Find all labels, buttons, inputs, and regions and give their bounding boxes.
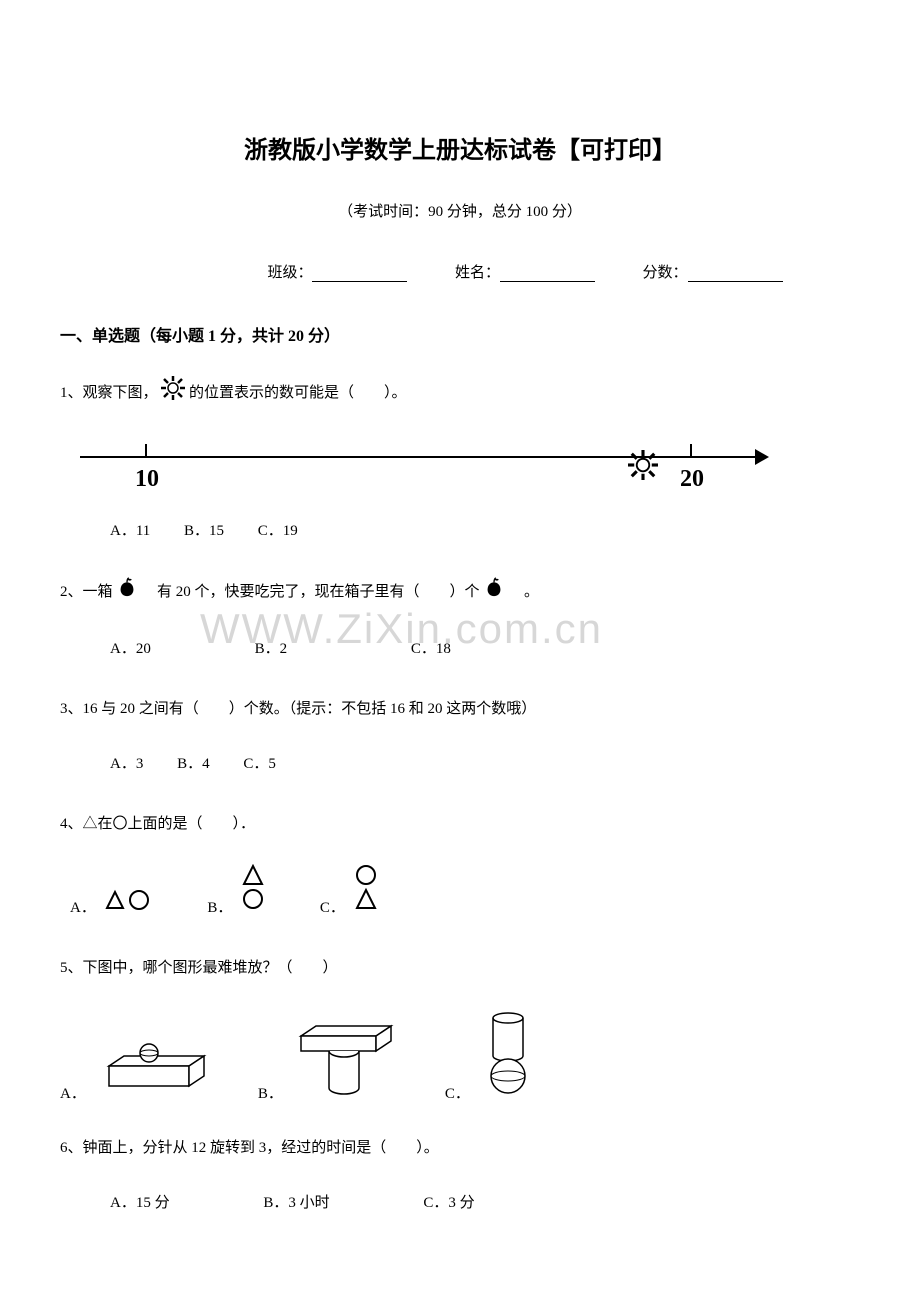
q1-suffix: 的位置表示的数可能是（ ）。 (189, 385, 407, 401)
q5-opt-a-label: A． (60, 1082, 86, 1103)
q1-prefix: 1、观察下图， (60, 385, 158, 401)
q4-option-a: A． (70, 888, 154, 923)
q4-option-c: C． (320, 864, 379, 923)
q4-opt-a-label: A． (70, 893, 96, 923)
q6-option-c: C．3 分 (423, 1188, 474, 1218)
number-line-axis (80, 456, 760, 458)
q3-option-b: B．4 (177, 749, 210, 779)
question-1: 1、观察下图， 的位置表示的数可能是（ ）。 (60, 376, 860, 411)
apple-icon (116, 576, 138, 609)
q2-option-b: B．2 (255, 634, 288, 664)
q6-option-b: B．3 小时 (263, 1188, 329, 1218)
q1-options: A．11 B．15 C．19 (60, 516, 860, 546)
q2-option-c: C．18 (411, 634, 451, 664)
q4-opt-c-label: C． (320, 893, 345, 923)
box-on-cylinder-icon (291, 1018, 401, 1098)
label-10: 10 (135, 466, 159, 493)
question-4: 4、△在〇上面的是（ ）． (60, 809, 860, 839)
name-blank (500, 281, 595, 282)
q2-suffix: 。 (509, 584, 539, 600)
question-6: 6、钟面上，分针从 12 旋转到 3，经过的时间是（ ）。 (60, 1133, 860, 1163)
q3-option-a: A．3 (110, 749, 143, 779)
circle-over-triangle-icon (353, 864, 379, 912)
q4-option-b: B． (207, 864, 266, 923)
name-label: 姓名： (455, 265, 500, 281)
label-20: 20 (680, 466, 704, 493)
q5-option-a: A． (60, 1028, 214, 1103)
q4-opt-b-label: B． (207, 893, 232, 923)
tick-10 (145, 444, 147, 458)
q1-option-a: A．11 (110, 516, 150, 546)
sun-icon (161, 376, 185, 411)
q6-option-a: A．15 分 (110, 1188, 170, 1218)
exam-subtitle: （考试时间：90 分钟，总分 100 分） (60, 200, 860, 221)
score-label: 分数： (643, 265, 688, 281)
q5-opt-b-label: B． (258, 1082, 283, 1103)
q1-option-b: B．15 (184, 516, 224, 546)
ball-on-box-icon (94, 1028, 214, 1098)
sun-marker-icon (628, 450, 658, 485)
triangle-circle-side-icon (104, 888, 154, 912)
q5-opt-c-label: C． (445, 1082, 470, 1103)
class-blank (312, 281, 407, 282)
q3-options: A．3 B．4 C．5 (60, 749, 860, 779)
q2-option-a: A．20 (110, 634, 151, 664)
class-label: 班级： (267, 265, 312, 281)
q1-option-c: C．19 (258, 516, 298, 546)
cylinder-on-ball-icon (478, 1008, 538, 1098)
section-1-header: 一、单选题（每小题 1 分，共计 20 分） (60, 322, 860, 346)
exam-title: 浙教版小学数学上册达标试卷【可打印】 (60, 130, 860, 165)
q5-option-b: B． (258, 1018, 401, 1103)
apple-icon (483, 576, 505, 609)
number-line-diagram: 10 20 (80, 436, 780, 506)
q2-options: A．20 B．2 C．18 (60, 634, 860, 664)
question-2: 2、一箱 有 20 个，快要吃完了，现在箱子里有（ ）个 。 (60, 576, 860, 609)
q3-option-c: C．5 (243, 749, 276, 779)
student-info-line: 班级： 姓名： 分数： (60, 261, 860, 282)
q2-prefix: 2、一箱 (60, 584, 113, 600)
score-blank (688, 281, 783, 282)
question-3: 3、16 与 20 之间有（ ）个数。（提示：不包括 16 和 20 这两个数哦… (60, 694, 860, 724)
tick-20 (690, 444, 692, 458)
question-5: 5、下图中，哪个图形最难堆放？（ ） (60, 953, 860, 983)
q4-options: A． B． C． (60, 864, 860, 923)
arrow-icon (755, 449, 769, 465)
q5-option-c: C． (445, 1008, 538, 1103)
q6-options: A．15 分 B．3 小时 C．3 分 (60, 1188, 860, 1218)
q2-mid: 有 20 个，快要吃完了，现在箱子里有（ ）个 (142, 584, 480, 600)
q5-options: A． B． C． (60, 1008, 860, 1103)
triangle-over-circle-icon (240, 864, 266, 912)
